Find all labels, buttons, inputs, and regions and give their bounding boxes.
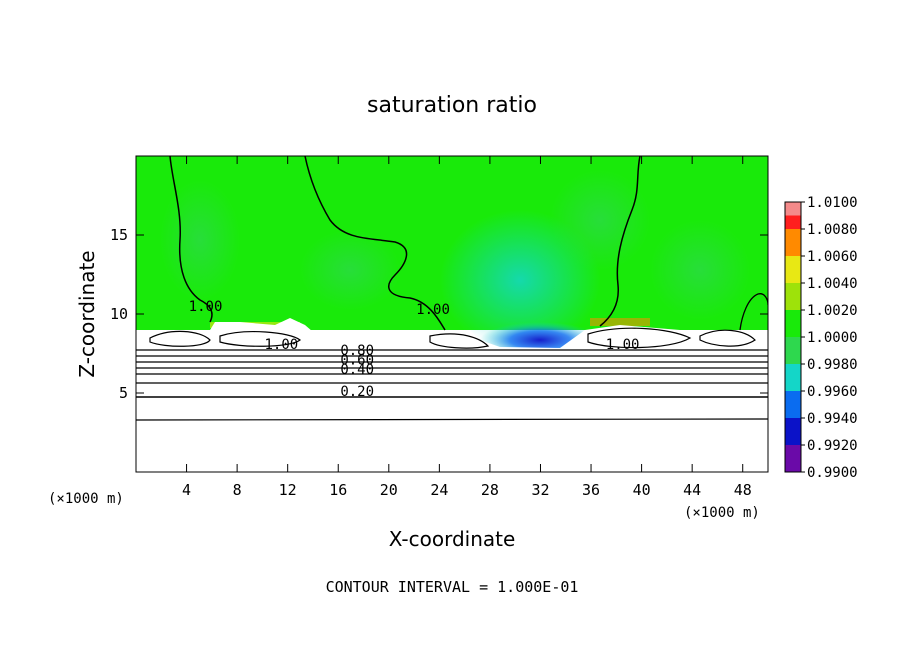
contour-1-00 [304, 156, 446, 331]
cloud-contour [587, 327, 692, 349]
colorbar-segment [785, 337, 801, 364]
contour-1-00 [599, 156, 641, 327]
x-tick-label: 36 [582, 481, 600, 499]
cloud-contour [699, 329, 756, 347]
contour-label: 0.60 [340, 353, 374, 369]
y-tick-label: 10 [110, 305, 128, 323]
colorbar-label: 0.9920 [807, 438, 858, 454]
y-tick-label: 15 [110, 226, 128, 244]
contour-label: 1.00 [606, 337, 640, 353]
colorbar-label: 0.9940 [807, 411, 858, 427]
contour-label: 0.20 [340, 384, 374, 400]
field-variation [650, 220, 750, 320]
x-tick-label: 4 [182, 481, 191, 499]
plot-area [136, 156, 768, 472]
colorbar-segment [785, 310, 801, 337]
colorbar: 0.9900 0.9920 0.9940 0.9960 0.9980 1.0000 1.00… [784, 195, 858, 481]
contour-interval: CONTOUR INTERVAL = 1.000E-01 [326, 578, 579, 596]
contour-1-00 [169, 156, 213, 323]
colorbar-segment [785, 364, 801, 391]
contour-label: 0.80 [340, 343, 374, 359]
contour-label: 1.00 [416, 302, 450, 318]
colorbar-label: 0.9980 [807, 357, 858, 373]
colorbar-segment [785, 445, 801, 472]
x-tick-label: 48 [734, 481, 752, 499]
colorbar-segment [785, 418, 801, 445]
x-unit-left: (×1000 m) [48, 491, 124, 507]
cloud-contour [429, 333, 490, 349]
contour-line [136, 418, 768, 421]
x-axis: 4 8 12 16 20 24 28 32 36 40 44 48 [182, 156, 752, 499]
cloud-contour [149, 330, 211, 347]
contour-label: 1.00 [189, 299, 223, 315]
contour-1-00 [739, 293, 768, 331]
x-tick-label: 32 [531, 481, 549, 499]
contour-labels: 1.00 1.00 1.00 1.00 0.800.600.40 0.20 [189, 299, 640, 400]
x-tick-label: 16 [329, 481, 347, 499]
x-tick-label: 28 [481, 481, 499, 499]
x-tick-label: 40 [633, 481, 651, 499]
x-unit-right: (×1000 m) [684, 505, 760, 521]
colorbar-label: 1.0100 [807, 195, 858, 211]
y-tick-label: 5 [119, 384, 128, 402]
field-variation [300, 230, 400, 310]
colorbar-segment [785, 283, 801, 310]
field-variation [550, 170, 650, 270]
contour-label: 1.00 [265, 337, 299, 353]
colorbar-label: 1.0020 [807, 303, 858, 319]
colorbar-label: 1.0000 [807, 330, 858, 346]
cloud-contour [219, 331, 301, 347]
colorbar-segment [785, 256, 801, 283]
colorbar-label: 1.0040 [807, 276, 858, 292]
x-tick-label: 8 [233, 481, 242, 499]
cloud-region [136, 318, 768, 472]
lower-contours [136, 349, 768, 421]
x-tick-label: 12 [279, 481, 297, 499]
supersaturated-band [590, 318, 650, 326]
x-tick-label: 24 [430, 481, 448, 499]
contour-label: 0.40 [340, 362, 374, 378]
y-axis: 5 10 15 [110, 226, 768, 402]
field-variation [160, 180, 240, 300]
colorbar-segment-top [785, 202, 801, 216]
colorbar-segment [785, 229, 801, 256]
colorbar-segment [785, 391, 801, 418]
x-tick-label: 44 [683, 481, 701, 499]
y-axis-label: Z-coordinate [75, 250, 99, 377]
colorbar-label: 0.9900 [807, 465, 858, 481]
colorbar-label: 1.0060 [807, 249, 858, 265]
x-axis-label: X-coordinate [389, 527, 516, 551]
chart-title: saturation ratio [367, 93, 537, 118]
x-tick-label: 20 [380, 481, 398, 499]
colorbar-label: 0.9960 [807, 384, 858, 400]
colorbar-label: 1.0080 [807, 222, 858, 238]
